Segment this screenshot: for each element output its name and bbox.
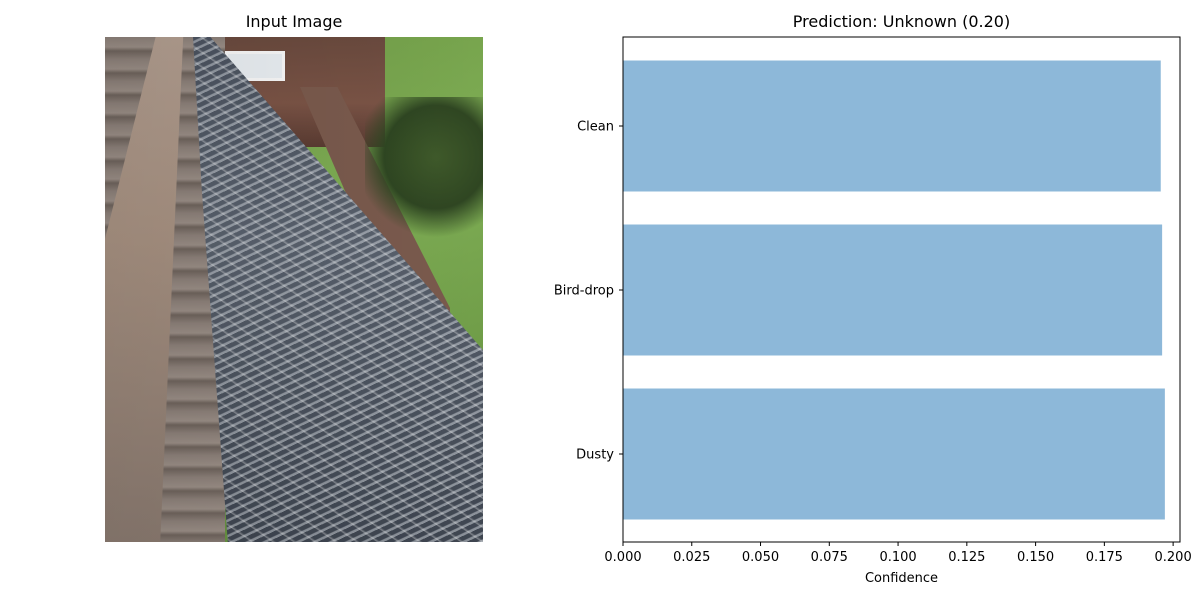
xtick-label: 0.150 — [1017, 550, 1054, 565]
ytick-label: Clean — [577, 120, 614, 135]
xtick-label: 0.050 — [742, 550, 779, 565]
xtick-label: 0.175 — [1086, 550, 1123, 565]
x-axis-label: Confidence — [865, 571, 938, 586]
bar-bird-drop — [623, 224, 1163, 356]
xtick-label: 0.075 — [811, 550, 848, 565]
xtick-label: 0.200 — [1155, 550, 1192, 565]
photo-shading — [105, 37, 483, 542]
xtick-label: 0.100 — [879, 550, 916, 565]
ytick-label: Bird-drop — [554, 284, 614, 299]
chart-title: Prediction: Unknown (0.20) — [792, 12, 1011, 31]
input-image — [105, 37, 483, 542]
ytick-label: Dusty — [576, 448, 614, 463]
xtick-label: 0.025 — [673, 550, 710, 565]
plot-frame — [622, 36, 1181, 543]
xtick-label: 0.000 — [604, 550, 641, 565]
bar-clean — [623, 60, 1161, 192]
bushes — [365, 97, 483, 247]
xtick-label: 0.125 — [948, 550, 985, 565]
bar-dusty — [623, 388, 1165, 520]
image-title: Input Image — [245, 12, 343, 31]
